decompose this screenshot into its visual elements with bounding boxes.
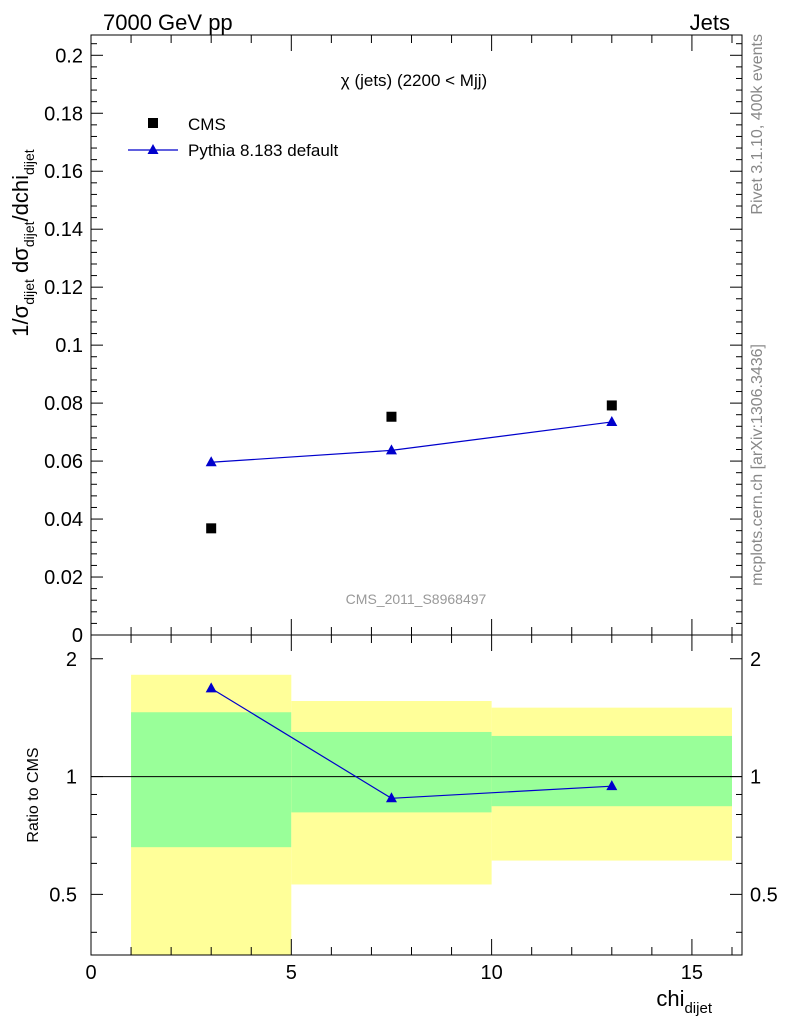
main-y-tick-label: 0.18 <box>44 103 83 125</box>
rivet-label: Rivet 3.1.10, 400k events <box>749 34 766 215</box>
main-series <box>205 400 618 534</box>
ratio-band-inner <box>491 735 732 807</box>
ratio-pythia-point <box>606 780 618 791</box>
main-y-tick-label: 0.1 <box>55 335 83 357</box>
main-y-axis-label: 1/σdijet dσdijet/dchidijet <box>8 149 37 337</box>
main-axis-ticks <box>90 35 742 636</box>
cms-point <box>206 523 217 534</box>
legend-label-pythia: Pythia 8.183 default <box>188 141 339 160</box>
pythia-line <box>211 421 612 463</box>
mcplots-label: mcplots.cern.ch [arXiv:1306.3436] <box>749 344 766 586</box>
legend-label-cms: CMS <box>188 115 226 134</box>
main-y-tick-label: 0 <box>72 625 83 647</box>
ratio-uncertainty-bands <box>131 674 732 955</box>
header-left: 7000 GeV pp <box>103 10 233 35</box>
ratio-pythia-point <box>385 792 397 803</box>
main-y-tick-label: 0.16 <box>44 161 83 183</box>
x-tick-label: 0 <box>85 962 96 984</box>
main-y-tick-label: 0.12 <box>44 277 83 299</box>
ratio-band-inner <box>131 712 292 848</box>
ratio-plot-panel: 0.5 0.5 1 1 2 2 0 5 10 15 Ratio to CMS chidijet <box>25 634 778 1017</box>
x-tick-label: 15 <box>681 962 703 984</box>
main-y-tick-label: 0.2 <box>55 45 83 67</box>
main-plot-title: χ (jets) (2200 < Mjj) <box>341 71 487 90</box>
ratio-y-tick-labels: 0.5 0.5 1 1 2 2 <box>49 649 778 907</box>
header-right: Jets <box>690 10 730 35</box>
x-tick-label: 5 <box>286 962 297 984</box>
pythia-point <box>385 444 397 455</box>
ratio-pythia-point <box>205 682 217 693</box>
ratio-y-tick-label-right: 2 <box>750 649 761 671</box>
ratio-y-tick-label-right: 1 <box>750 767 761 789</box>
main-y-tick-label: 0.14 <box>44 219 83 241</box>
main-y-tick-label: 0.08 <box>44 393 83 415</box>
ratio-y-tick-label: 2 <box>66 649 77 671</box>
x-tick-labels: 0 5 10 15 <box>85 962 703 984</box>
legend: CMS Pythia 8.183 default <box>128 115 339 160</box>
main-y-tick-label: 0.04 <box>44 509 83 531</box>
ratio-y-tick-label: 1 <box>66 767 77 789</box>
ratio-y-tick-label: 0.5 <box>49 884 77 906</box>
pythia-point <box>205 456 217 467</box>
cms-point <box>606 400 617 411</box>
ratio-series <box>205 682 618 803</box>
main-plot-panel: 00.020.040.060.080.10.120.140.160.180.2 … <box>8 34 743 647</box>
legend-marker-cms <box>148 118 158 128</box>
cms-point <box>386 411 397 422</box>
main-y-tick-label: 0.06 <box>44 451 83 473</box>
analysis-watermark: CMS_2011_S8968497 <box>346 591 487 607</box>
legend-marker-pythia <box>147 144 159 154</box>
ratio-plot-frame <box>90 634 743 956</box>
x-tick-label: 10 <box>480 962 502 984</box>
ratio-y-tick-label-right: 0.5 <box>750 884 778 906</box>
main-y-tick-labels: 0 0.02 0.04 0.06 0.08 0.1 0.12 0.14 0.16 0.18 0.2 <box>44 45 83 647</box>
pythia-point <box>606 415 618 426</box>
ratio-y-axis-label: Ratio to CMS <box>25 747 42 842</box>
main-y-tick-label: 0.02 <box>44 567 83 589</box>
x-axis-label: chidijet <box>656 986 712 1017</box>
